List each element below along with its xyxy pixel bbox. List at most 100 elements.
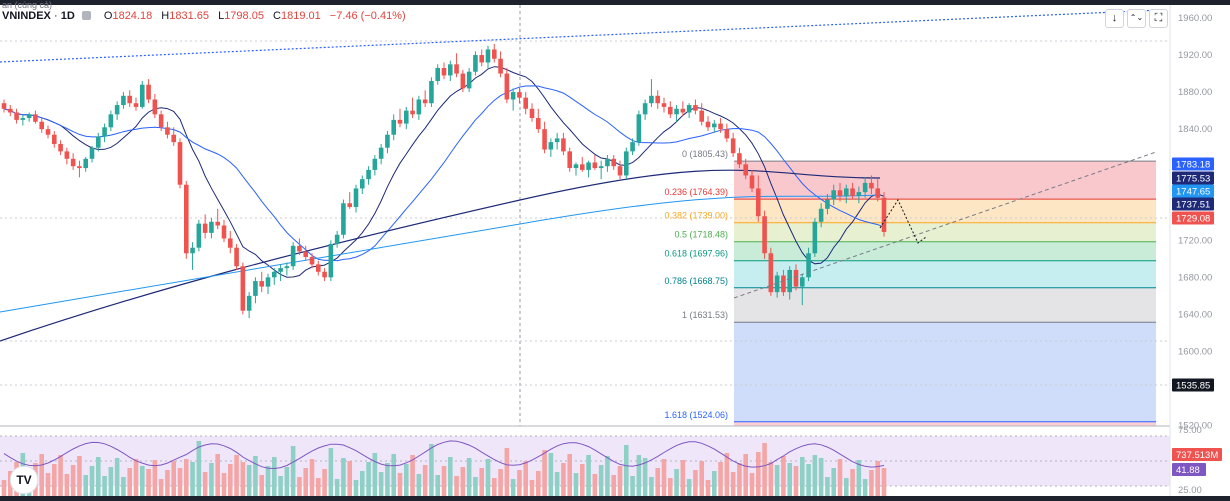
volume-bar — [284, 467, 290, 498]
volume-bar — [146, 469, 151, 498]
candle-body — [227, 238, 233, 248]
candle-body — [598, 166, 604, 169]
indicator-tick: 25.00 — [1178, 485, 1202, 496]
volume-bar — [378, 472, 384, 498]
candle-body — [240, 266, 246, 311]
volume-bar — [297, 477, 302, 498]
candle-body — [869, 182, 874, 189]
volume-bar — [598, 465, 604, 498]
volume-bar — [165, 470, 170, 498]
volume-bar — [416, 474, 422, 498]
candle-body — [290, 245, 296, 267]
volume-bar — [498, 469, 503, 498]
volume-bar — [567, 454, 573, 498]
low-value: 1798.05 — [224, 10, 264, 22]
candle-body — [435, 68, 441, 81]
price-label-text: 1737.51 — [1176, 200, 1210, 211]
volume-bar — [862, 479, 868, 498]
candle-body — [403, 110, 409, 124]
y-tick-label: 1840.00 — [1178, 124, 1212, 135]
volume-bar — [699, 461, 705, 498]
trendline-drawings — [0, 9, 1161, 299]
candle-body — [89, 147, 95, 159]
volume-bar — [730, 472, 736, 498]
collapse-icon[interactable]: ⌃⌄ — [1127, 9, 1146, 28]
close-value: 1819.01 — [280, 10, 321, 22]
candle-body — [58, 143, 63, 152]
candle-body — [611, 158, 617, 167]
axis-background — [1170, 5, 1230, 496]
candle-body — [661, 103, 667, 107]
candle-body — [793, 269, 799, 287]
legend-toggle-icon[interactable] — [81, 11, 91, 20]
volume-bar — [755, 452, 761, 498]
candle-body — [510, 92, 516, 100]
volume-bar — [485, 459, 491, 498]
candle-body — [680, 108, 686, 113]
volume-bar — [774, 465, 780, 498]
candle-body — [642, 103, 648, 115]
candle-body — [447, 64, 453, 76]
candle-body — [718, 123, 723, 130]
price-label-text: 1729.08 — [1176, 214, 1210, 225]
volume-bar — [649, 477, 654, 498]
volume-bar — [114, 458, 120, 498]
volume-bar — [762, 443, 767, 498]
fibonacci-retracement-bands — [734, 160, 1156, 426]
volume-bar — [831, 468, 837, 498]
dashed-support-line — [733, 151, 1157, 299]
candle-body — [617, 166, 623, 176]
ma-long-line — [0, 169, 881, 342]
price-label-box — [1172, 157, 1214, 171]
candle-body — [542, 129, 547, 150]
candle-body — [655, 95, 661, 104]
candle-body — [825, 199, 830, 209]
candle-body — [322, 271, 327, 278]
volume-bar — [711, 471, 717, 498]
volume-bar — [806, 464, 811, 498]
volume-bar — [586, 455, 591, 498]
volume-bar — [749, 473, 755, 498]
candle-body — [196, 223, 202, 248]
candle-body — [799, 277, 805, 287]
volume-bar — [190, 462, 195, 498]
fib-label-0.236: 0.236 (1764.39) — [664, 187, 728, 197]
volume-bar — [623, 445, 629, 498]
volume-bar — [183, 459, 189, 498]
candle-body — [567, 151, 573, 169]
volume-bar — [510, 479, 516, 498]
price-label-text: 1775.53 — [1176, 174, 1210, 185]
volume-bar — [856, 460, 862, 498]
candle-body — [20, 118, 26, 120]
candle-body — [535, 118, 541, 130]
volume-bar — [617, 466, 623, 498]
candle-body — [271, 271, 277, 278]
download-icon[interactable]: ↓ — [1105, 9, 1124, 28]
candle-body — [573, 164, 579, 169]
volume-bar — [630, 476, 635, 498]
interval-label[interactable]: 1D — [60, 10, 75, 22]
candle-body — [441, 68, 447, 76]
candle-body — [762, 216, 767, 254]
fib-label-0: 0 (1805.43) — [682, 149, 728, 159]
tradingview-logo[interactable]: TV — [10, 466, 38, 494]
price-axis[interactable]: 1960.001920.001880.001840.001800.001760.… — [1169, 5, 1230, 496]
high-value: 1831.65 — [169, 10, 209, 22]
volume-bar — [523, 461, 529, 498]
rsi-label-box — [1172, 463, 1206, 476]
candle-body — [605, 158, 610, 167]
candle-body — [850, 188, 855, 196]
candle-body — [114, 105, 120, 115]
candle-body — [705, 121, 711, 128]
volume-bar — [686, 479, 692, 498]
candle-body — [460, 73, 466, 89]
volume-bar — [799, 457, 805, 498]
volume-bar — [403, 464, 409, 498]
fullscreen-icon[interactable]: ⛶ — [1149, 9, 1168, 28]
symbol-name[interactable]: VNINDEX — [2, 10, 51, 22]
window-top-bar — [0, 0, 1230, 5]
fib-label-0.786: 0.786 (1668.75) — [664, 276, 728, 286]
volume-bar — [108, 467, 114, 498]
candle-body — [787, 269, 793, 293]
